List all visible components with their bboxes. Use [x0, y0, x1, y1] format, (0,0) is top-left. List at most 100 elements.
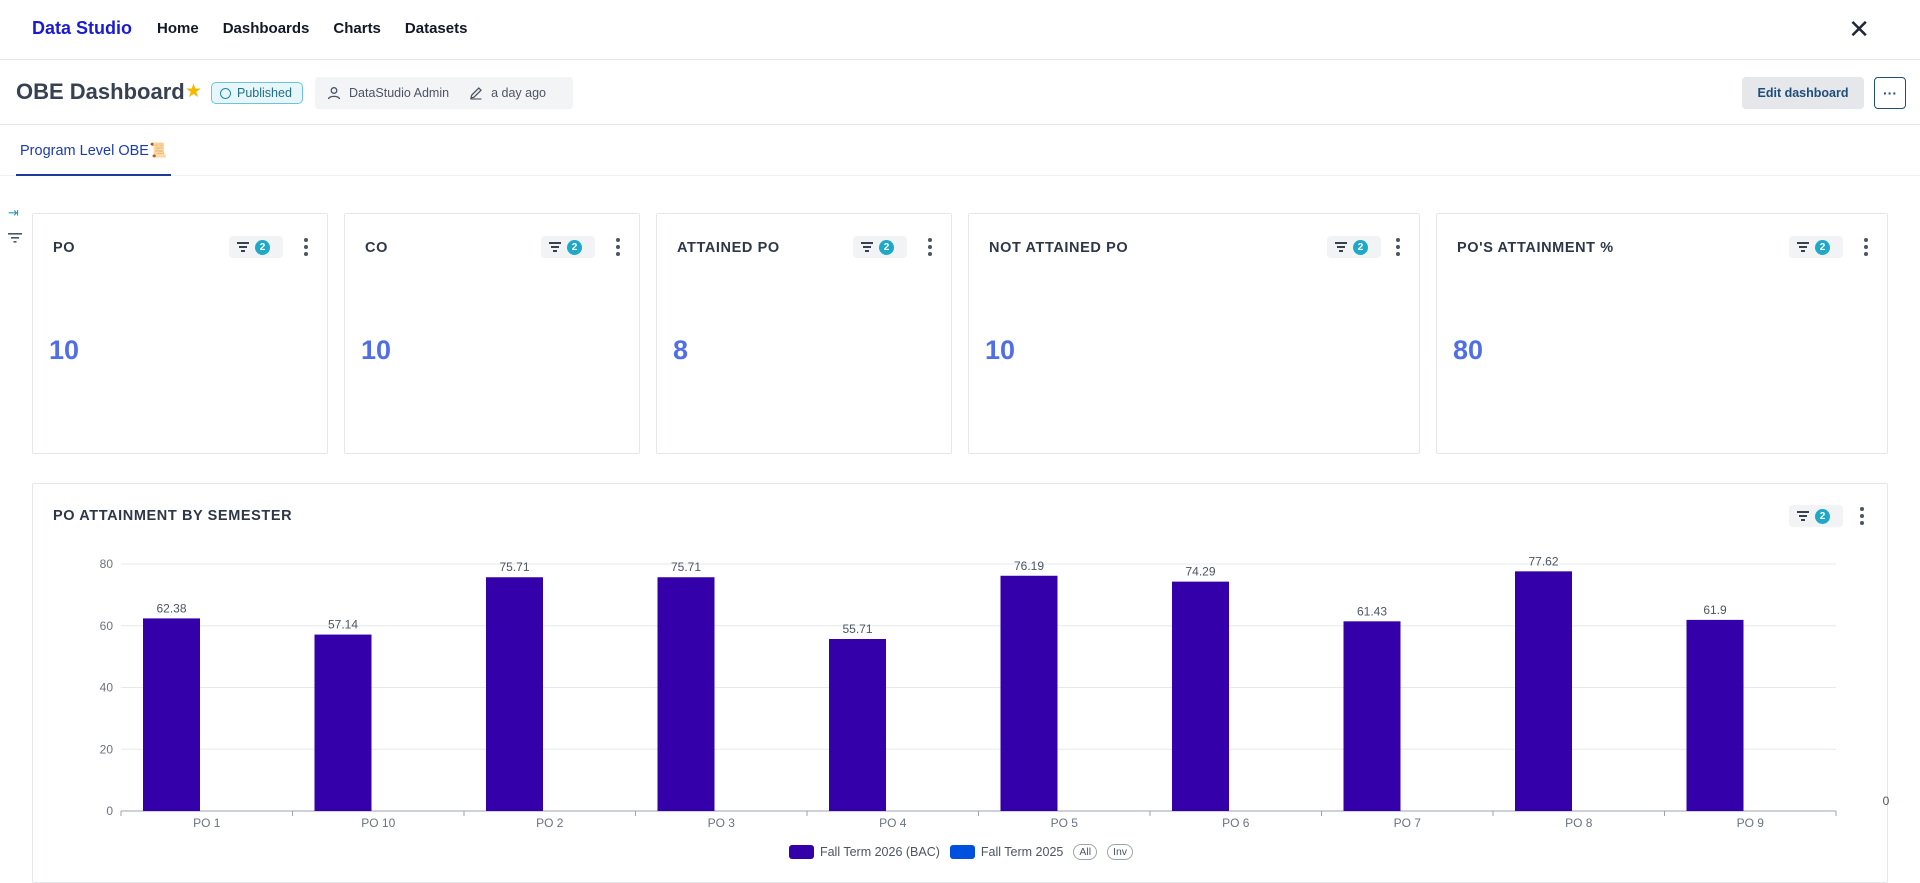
filter-count: 2 [567, 239, 582, 255]
x-tick-label: PO 7 [1394, 816, 1422, 830]
nav-datasets[interactable]: Datasets [404, 20, 468, 37]
owner-name: DataStudio Admin [349, 86, 450, 100]
card-filter-indicator[interactable]: 2 [1327, 236, 1381, 258]
filter-count: 2 [1815, 508, 1830, 524]
card-filter-indicator[interactable]: 2 [229, 236, 283, 258]
bar-1 [1515, 571, 1572, 811]
y-tick-label: 40 [100, 681, 114, 695]
data-label: 0 [1883, 794, 1889, 808]
data-label: 77.62 [1528, 554, 1558, 568]
legend-swatch [788, 845, 814, 859]
nav-dashboards[interactable]: Dashboards [222, 20, 310, 37]
dashboard-tabs: Program Level OBE📜 [0, 126, 1920, 176]
x-tick-label: PO 9 [1737, 816, 1765, 830]
bar-1 [1686, 619, 1744, 811]
x-tick-label: PO 1 [193, 816, 221, 830]
kpi-title: NOT ATTAINED PO [989, 240, 1129, 256]
x-tick-label: PO 6 [1222, 816, 1250, 830]
card-menu-icon[interactable] [1855, 505, 1869, 527]
y-tick-label: 80 [100, 557, 114, 571]
kpi-title: PO [53, 240, 76, 256]
more-options-button[interactable]: ··· [1874, 77, 1906, 109]
status-badge-label: Published [237, 86, 292, 100]
card-filter-indicator[interactable]: 2 [1789, 236, 1843, 258]
dashboard-header: OBE Dashboard ★ Published DataStudio Adm… [0, 61, 1920, 125]
dashboard-metadata: DataStudio Admin a day ago [315, 77, 573, 109]
filter-icon [1797, 511, 1809, 521]
filter-count: 2 [1815, 239, 1830, 255]
bar-1 [314, 634, 372, 811]
x-tick-label: PO 5 [1051, 816, 1079, 830]
chart-legend: Fall Term 2026 (BAC) Fall Term 2025 All … [33, 844, 1889, 860]
edit-dashboard-button[interactable]: Edit dashboard [1742, 77, 1864, 109]
card-menu-icon[interactable] [1859, 236, 1873, 258]
x-tick-label: PO 8 [1565, 816, 1593, 830]
user-icon [327, 87, 341, 100]
close-icon[interactable]: ✕ [1848, 14, 1870, 44]
filter-count: 2 [1353, 239, 1368, 255]
nav-charts[interactable]: Charts [333, 20, 381, 37]
tab-program-level-obe[interactable]: Program Level OBE📜 [16, 126, 171, 176]
x-tick-label: PO 3 [708, 816, 736, 830]
kpi-value: 10 [985, 335, 1016, 365]
filter-icon [237, 242, 249, 252]
data-label: 55.71 [842, 622, 872, 636]
filter-icon[interactable] [8, 232, 22, 244]
brand-logo[interactable]: Data Studio [32, 18, 133, 38]
legend-label: Fall Term 2026 (BAC) [819, 845, 940, 859]
kpi-card-not-attained-po: NOT ATTAINED PO 2 10 [968, 213, 1420, 454]
bar-1 [829, 638, 886, 811]
expand-panel-icon[interactable]: ⇥ [8, 205, 19, 220]
bar-1 [1343, 621, 1401, 811]
status-badge[interactable]: Published [211, 82, 303, 104]
kpi-card-po: PO 2 10 [32, 213, 328, 454]
y-tick-label: 20 [100, 742, 114, 756]
kpi-value: 8 [673, 335, 689, 365]
kpi-title: CO [365, 240, 388, 256]
legend-select-all-button[interactable]: All [1073, 844, 1098, 860]
kpi-card-po-attainment-percent: PO'S ATTAINMENT % 2 80 [1436, 213, 1888, 454]
card-menu-icon[interactable] [923, 236, 937, 258]
data-label: 74.29 [1185, 565, 1215, 579]
page-title: OBE Dashboard [16, 79, 185, 104]
x-tick-label: PO 10 [361, 816, 395, 830]
bar-1 [1172, 581, 1229, 811]
y-tick-label: 60 [100, 619, 114, 633]
legend-item-series-1[interactable]: Fall Term 2026 (BAC) [788, 845, 940, 859]
nav-home[interactable]: Home [157, 20, 199, 37]
main-nav: Home Dashboards Charts Datasets [157, 20, 467, 37]
top-navbar: Data Studio Home Dashboards Charts Datas… [0, 0, 1920, 60]
legend-item-series-2[interactable]: Fall Term 2025 [949, 845, 1064, 859]
chart-title: PO ATTAINMENT BY SEMESTER [53, 508, 293, 524]
card-menu-icon[interactable] [611, 236, 625, 258]
favorite-star-icon[interactable]: ★ [185, 81, 203, 102]
chart-po-attainment-by-semester: PO ATTAINMENT BY SEMESTER 2 0 20 40 60 80 62.… [32, 483, 1889, 883]
legend-label: Fall Term 2025 [980, 845, 1064, 859]
kpi-value: 10 [49, 335, 80, 365]
kpi-title: PO'S ATTAINMENT % [1457, 240, 1614, 256]
data-label: 76.19 [1014, 559, 1044, 573]
data-label: 75.71 [671, 560, 701, 574]
filter-sidebar-toggle: ⇥ [8, 205, 26, 249]
kpi-value: 80 [1453, 335, 1484, 365]
bar-1 [143, 618, 200, 811]
card-filter-indicator[interactable]: 2 [853, 236, 907, 258]
card-menu-icon[interactable] [1391, 236, 1405, 258]
card-menu-icon[interactable] [299, 236, 313, 258]
filter-icon [1335, 242, 1347, 252]
x-tick-label: PO 2 [536, 816, 564, 830]
data-label: 75.71 [499, 560, 529, 574]
filter-icon [549, 242, 561, 252]
kpi-card-attained-po: ATTAINED PO 2 8 [656, 213, 952, 454]
filter-icon [861, 242, 873, 252]
pencil-icon [470, 87, 482, 100]
legend-invert-button[interactable]: Inv [1107, 844, 1134, 860]
bar-1 [657, 577, 715, 811]
card-filter-indicator[interactable]: 2 [541, 236, 595, 258]
data-label: 62.38 [156, 601, 186, 615]
data-label: 61.43 [1357, 604, 1387, 618]
kpi-card-co: CO 2 10 [344, 213, 640, 454]
check-circle-icon [220, 87, 231, 99]
card-filter-indicator[interactable]: 2 [1789, 505, 1843, 527]
